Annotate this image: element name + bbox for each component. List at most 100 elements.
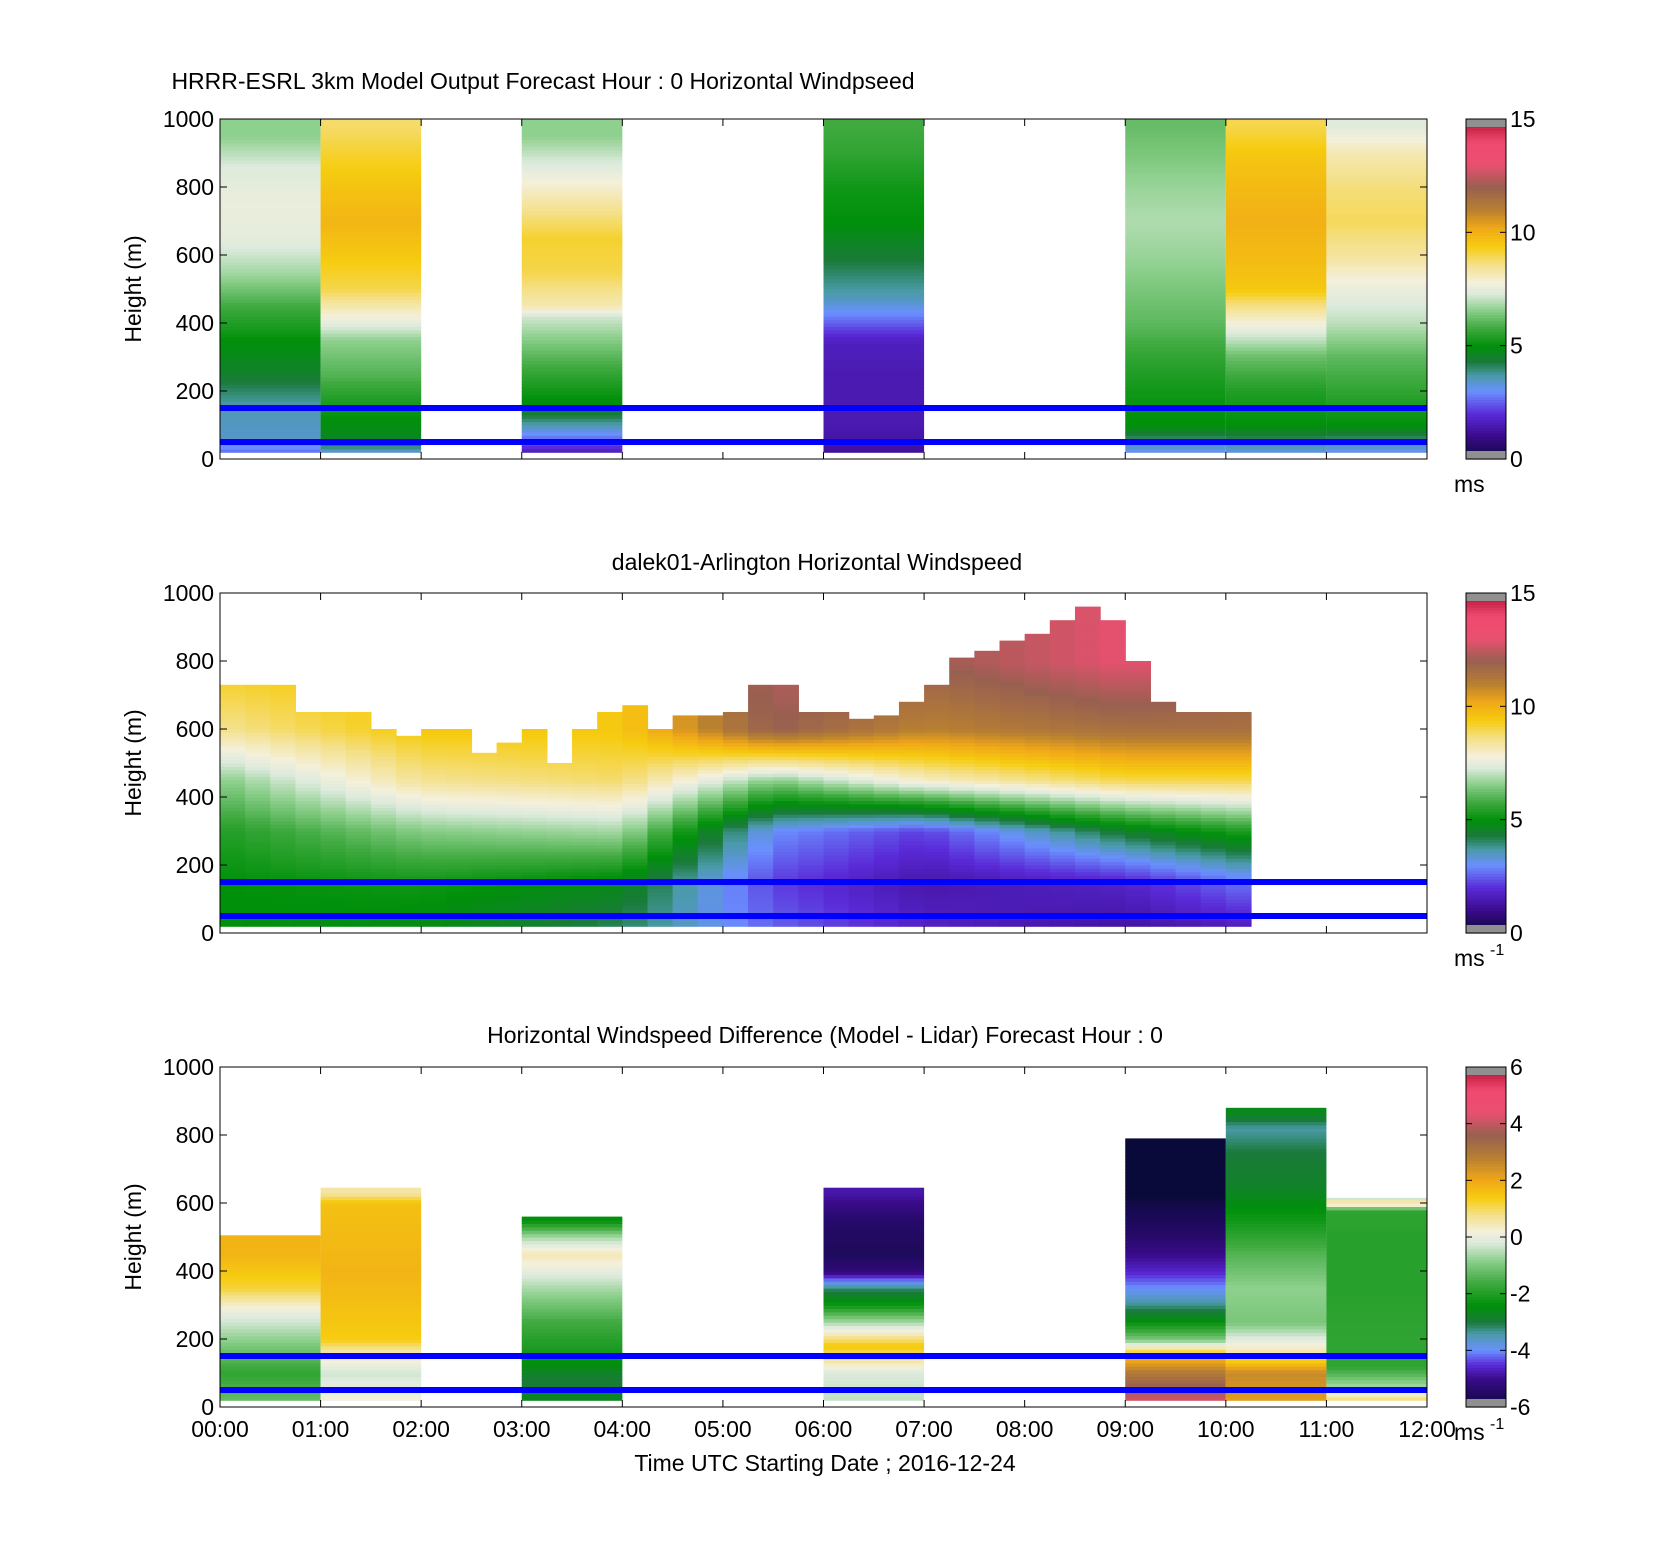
colorbar-segment	[1466, 771, 1506, 775]
heatmap-cell	[546, 895, 573, 900]
colorbar-overflow	[1466, 1067, 1506, 1075]
heatmap-cell	[1200, 786, 1227, 791]
heatmap-cell	[1225, 363, 1327, 368]
heatmap-cell	[220, 397, 321, 402]
heatmap-cell	[1200, 851, 1227, 856]
heatmap-cell	[370, 909, 397, 914]
heatmap-cell	[220, 183, 321, 188]
colorbar-segment	[1466, 675, 1506, 679]
colorbar-segment	[1466, 1254, 1506, 1258]
heatmap-cell	[1125, 844, 1151, 849]
heatmap-cell	[597, 739, 623, 744]
heatmap-cell	[1175, 729, 1202, 733]
heatmap-cell	[320, 380, 422, 385]
heatmap-cell	[999, 722, 1026, 727]
heatmap-cell	[1326, 1240, 1427, 1245]
heatmap-cell	[1225, 1138, 1327, 1143]
heatmap-cell	[1125, 868, 1151, 873]
heatmap-cell	[370, 780, 397, 784]
heatmap-cell	[999, 661, 1026, 665]
heatmap-cell	[622, 837, 649, 842]
heatmap-cell	[270, 722, 297, 727]
heatmap-cell	[1326, 217, 1427, 222]
heatmap-cell	[220, 834, 246, 839]
heatmap-cell	[1074, 681, 1101, 686]
heatmap-cell	[697, 814, 724, 818]
heatmap-cell	[446, 759, 473, 764]
heatmap-cell	[220, 1332, 321, 1337]
heatmap-cell	[722, 837, 749, 842]
heatmap-cell	[370, 797, 397, 801]
heatmap-cell	[471, 834, 498, 839]
heatmap-cell	[823, 346, 925, 351]
heatmap-cell	[1125, 370, 1226, 375]
heatmap-cell	[220, 180, 321, 185]
heatmap-cell	[220, 146, 321, 151]
colorbar-segment	[1466, 201, 1506, 205]
heatmap-cell	[1125, 187, 1226, 191]
heatmap-cell	[471, 797, 498, 801]
heatmap-cell	[1150, 810, 1177, 815]
heatmap-cell	[270, 875, 297, 880]
heatmap-cell	[848, 827, 875, 832]
heatmap-cell	[572, 861, 598, 866]
colorbar-segment	[1466, 1163, 1506, 1167]
heatmap-cell	[320, 820, 347, 825]
heatmap-cell	[220, 278, 321, 283]
heatmap-cell	[1125, 1315, 1226, 1320]
heatmap-cell	[446, 786, 473, 791]
colorbar-segment	[1466, 246, 1506, 250]
heatmap-cell	[1125, 769, 1151, 774]
colorbar-segment	[1466, 263, 1506, 267]
x-tick-label: 03:00	[493, 1416, 551, 1442]
heatmap-cell	[295, 715, 322, 720]
heatmap-cell	[1326, 1220, 1427, 1224]
heatmap-cell	[823, 278, 925, 283]
heatmap-cell	[848, 858, 875, 863]
heatmap-cell	[1326, 278, 1427, 283]
heatmap-cell	[873, 749, 900, 754]
heatmap-cell	[496, 756, 523, 761]
heatmap-cell	[546, 837, 573, 842]
heatmap-cell	[823, 401, 925, 406]
heatmap-cell	[1150, 759, 1177, 764]
heatmap-cell	[320, 299, 422, 304]
heatmap-cell	[748, 759, 774, 764]
heatmap-cell	[421, 834, 447, 839]
colorbar-segment	[1466, 1353, 1506, 1357]
heatmap-cell	[320, 363, 422, 368]
heatmap-cell	[1024, 701, 1051, 706]
colorbar-segment	[1466, 444, 1506, 449]
colorbar-segment	[1466, 1123, 1506, 1128]
heatmap-cell	[521, 1237, 623, 1241]
heatmap-cell	[245, 759, 271, 764]
colorbar-segment	[1466, 218, 1506, 222]
colorbar-segment	[1466, 1078, 1506, 1082]
heatmap-cell	[999, 783, 1026, 788]
heatmap-cell	[521, 180, 623, 185]
heatmap-cell	[1150, 814, 1177, 818]
heatmap-cell	[1125, 238, 1226, 242]
heatmap-cell	[898, 752, 925, 757]
heatmap-cell	[798, 837, 825, 842]
heatmap-cell	[320, 190, 422, 195]
heatmap-cell	[1074, 803, 1101, 808]
heatmap-cell	[521, 414, 623, 419]
heatmap-cell	[295, 756, 322, 761]
heatmap-cell	[823, 207, 925, 212]
heatmap-cell	[370, 793, 397, 798]
heatmap-cell	[1200, 817, 1227, 822]
heatmap-cell	[396, 735, 422, 740]
heatmap-cell	[647, 861, 674, 866]
heatmap-cell	[722, 865, 749, 869]
heatmap-cell	[1225, 1196, 1327, 1201]
heatmap-cell	[949, 817, 975, 822]
heatmap-cell	[421, 763, 447, 767]
heatmap-cell	[898, 746, 925, 750]
heatmap-cell	[949, 820, 975, 825]
heatmap-cell	[999, 674, 1026, 679]
heatmap-cell	[245, 814, 271, 818]
heatmap-cell	[823, 153, 925, 157]
heatmap-cell	[446, 922, 473, 927]
heatmap-cell	[924, 715, 950, 720]
